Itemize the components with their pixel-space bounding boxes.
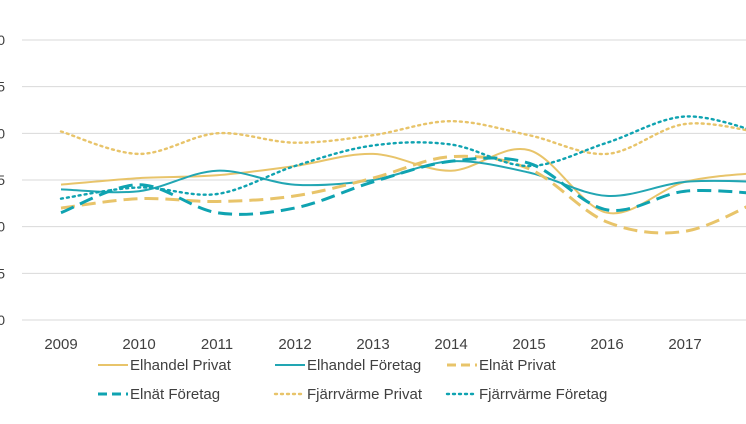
x-tick-label: 2015: [512, 336, 545, 353]
y-tick-label: 2,5: [0, 79, 5, 95]
x-tick-label: 2016: [590, 336, 623, 353]
legend-label: Elhandel Företag: [307, 357, 421, 374]
x-tick-label: 2013: [356, 336, 389, 353]
legend-label: Elhandel Privat: [130, 357, 232, 374]
y-tick-label: 1,5: [0, 172, 5, 188]
y-tick-label: 2,0: [0, 125, 5, 141]
y-tick-labels: 0,0 0,5 1,0 1,5 2,0 2,5 3,0: [0, 32, 5, 328]
y-tick-label: 1,0: [0, 219, 5, 235]
legend: Elhandel Privat Elhandel Företag Elnät Pri…: [98, 357, 607, 403]
x-tick-labels: 2009201020112012201320142015201620172018: [44, 336, 701, 353]
series-line-5: [59, 119, 746, 156]
y-tick-label: 0,5: [0, 265, 5, 281]
legend-label: Elnät Företag: [130, 386, 220, 403]
x-tick-label: 2010: [122, 336, 155, 353]
series-lines: [59, 115, 746, 235]
legend-label: Fjärrvärme Privat: [307, 386, 423, 403]
x-tick-label: 2012: [278, 336, 311, 353]
x-tick-label: 2011: [201, 336, 233, 353]
y-tick-label: 0,0: [0, 312, 5, 328]
x-tick-label: 2017: [668, 336, 701, 353]
y-tick-label: 3,0: [0, 32, 5, 48]
legend-label: Elnät Privat: [479, 357, 557, 374]
legend-label: Fjärrvärme Företag: [479, 386, 607, 403]
series-line-4: [60, 156, 746, 216]
x-tick-label: 2009: [44, 336, 77, 353]
series-line-3: [60, 154, 746, 235]
x-tick-label: 2014: [434, 336, 467, 353]
series-line-6: [59, 115, 746, 200]
